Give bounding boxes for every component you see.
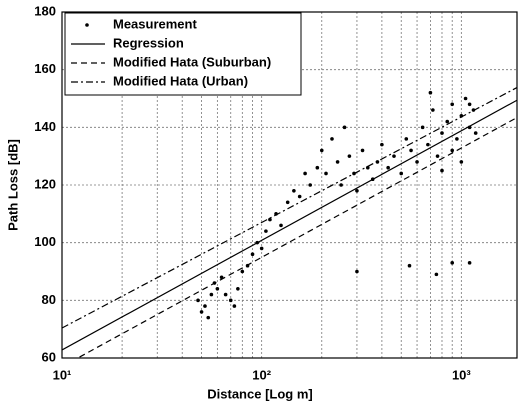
point — [330, 137, 334, 141]
point — [404, 137, 409, 141]
x-tick-label: 10³ — [452, 367, 471, 382]
point — [380, 142, 384, 147]
point — [215, 287, 220, 291]
point — [420, 125, 425, 130]
point — [355, 188, 359, 193]
point — [199, 310, 204, 314]
point — [319, 148, 324, 153]
point — [355, 269, 359, 274]
point — [440, 131, 444, 135]
legend-label: Regression — [113, 35, 184, 50]
line — [62, 99, 517, 351]
y-tick-label: 140 — [34, 119, 56, 134]
legend-label: Modified Hata (Urban) — [113, 73, 248, 88]
point — [279, 223, 283, 228]
point — [228, 298, 233, 303]
point — [467, 102, 472, 107]
point — [450, 148, 455, 153]
point — [232, 304, 237, 308]
marks — [62, 87, 517, 358]
point — [473, 131, 478, 135]
point — [365, 165, 370, 170]
point — [434, 272, 439, 277]
point — [297, 194, 302, 199]
point — [463, 96, 468, 101]
point — [324, 171, 328, 176]
legend-label: Modified Hata (Suburban) — [113, 54, 271, 69]
point — [303, 171, 307, 176]
y-tick-label: 160 — [34, 61, 56, 76]
point — [435, 154, 440, 158]
point — [450, 102, 455, 107]
point — [431, 108, 435, 112]
y-tick-label: 100 — [34, 234, 56, 249]
point — [335, 160, 340, 164]
point — [285, 200, 290, 205]
point — [196, 298, 200, 303]
point — [308, 183, 312, 187]
point — [203, 304, 207, 308]
point — [209, 292, 214, 297]
point — [264, 229, 268, 233]
point — [240, 269, 245, 274]
x-axis-label: Distance [Log m] — [207, 386, 312, 401]
point — [315, 165, 320, 170]
point — [459, 160, 464, 164]
y-axis-label: Path Loss [dB] — [5, 139, 20, 231]
point — [445, 119, 450, 124]
point — [386, 165, 390, 170]
y-tick-label: 60 — [42, 349, 56, 364]
point — [392, 154, 396, 158]
legend-label: Measurement — [113, 16, 197, 31]
y-tick-label: 120 — [34, 176, 56, 191]
x-tick-label: 10¹ — [53, 367, 72, 382]
point — [223, 292, 228, 297]
point — [399, 171, 404, 176]
point — [415, 160, 419, 164]
x-tick-label: 10² — [252, 367, 271, 382]
y-tick-label: 80 — [42, 292, 56, 307]
legend-box — [64, 12, 302, 96]
point — [339, 183, 343, 187]
point — [467, 261, 472, 265]
point — [450, 261, 455, 265]
point — [360, 148, 365, 153]
point — [440, 168, 444, 173]
plot-frame — [61, 11, 518, 359]
point — [342, 125, 347, 130]
legend-marker — [85, 23, 89, 27]
point — [409, 148, 413, 153]
line — [62, 87, 517, 329]
point — [428, 90, 433, 95]
point — [236, 287, 240, 291]
point — [206, 315, 211, 320]
line — [76, 117, 517, 358]
point — [292, 188, 296, 193]
y-tick-label: 180 — [34, 3, 56, 18]
point — [407, 263, 412, 268]
point — [347, 154, 352, 158]
point — [259, 246, 264, 251]
point — [426, 142, 430, 147]
point — [250, 252, 255, 256]
point — [268, 217, 272, 222]
point — [455, 137, 459, 141]
